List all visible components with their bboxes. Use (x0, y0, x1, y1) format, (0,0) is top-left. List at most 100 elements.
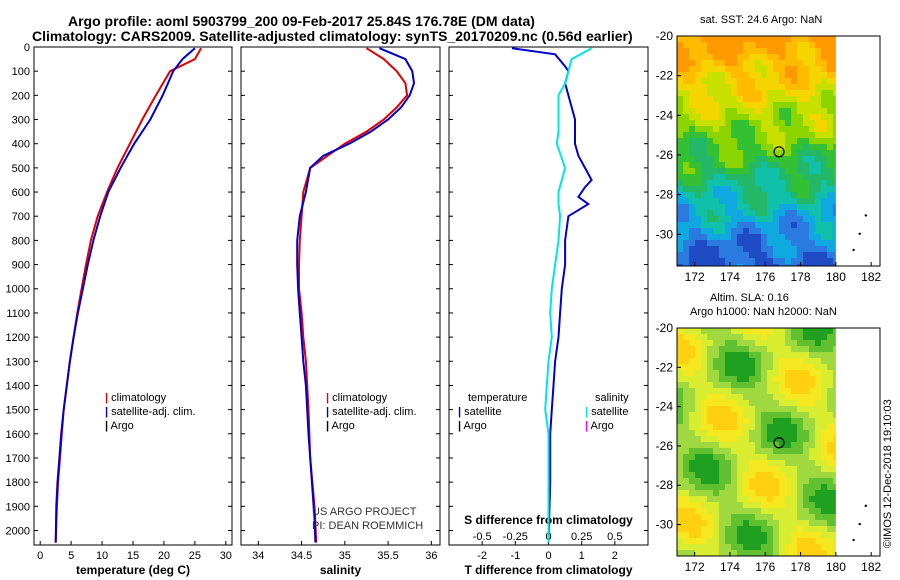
map-cell (731, 234, 737, 240)
map-cell (725, 120, 731, 126)
map-cell (821, 96, 827, 102)
map-cell (719, 424, 725, 430)
map-cell (701, 328, 707, 334)
map-cell (749, 96, 755, 102)
map-cell (803, 550, 809, 556)
map-cell (803, 84, 809, 90)
map-cell (737, 340, 743, 346)
map-cell (737, 114, 743, 120)
map-cell (707, 496, 713, 502)
map-cell (725, 192, 731, 198)
map-cell (755, 454, 761, 460)
map-cell (677, 48, 683, 54)
map-cell (713, 258, 719, 264)
map-cell (833, 114, 836, 120)
map-cell (743, 150, 749, 156)
map-cell (773, 502, 779, 508)
map-cell (749, 126, 755, 132)
map-cell (725, 448, 731, 454)
map-cell (701, 228, 707, 234)
map-y-tick-label: -26 (656, 439, 674, 453)
map-cell (689, 460, 695, 466)
x-tick-label: 36 (425, 550, 437, 562)
map-cell (677, 370, 683, 376)
map-cell (707, 228, 713, 234)
map-cell (683, 400, 689, 406)
map-cell (743, 484, 749, 490)
map-cell (767, 96, 773, 102)
map-cell (815, 436, 821, 442)
map-cell (707, 54, 713, 60)
map-cell (725, 508, 731, 514)
map-cell (719, 418, 725, 424)
map-cell (797, 120, 803, 126)
map-x-tick-label: 182 (861, 270, 881, 284)
map-cell (815, 328, 821, 334)
map-cell (779, 532, 785, 538)
map-cell (695, 156, 701, 162)
map-cell (737, 54, 743, 60)
map-cell (761, 496, 767, 502)
map-cell (767, 78, 773, 84)
map-cell (743, 156, 749, 162)
map-cell (737, 138, 743, 144)
map-cell (731, 448, 737, 454)
map-cell (767, 42, 773, 48)
map-cell (755, 340, 761, 346)
map-cell (773, 340, 779, 346)
map-cell (731, 48, 737, 54)
map-cell (755, 448, 761, 454)
map-cell (713, 514, 719, 520)
map-cell (749, 346, 755, 352)
map-cell (701, 72, 707, 78)
sst-map-title: sat. SST: 24.6 Argo: NaN (700, 14, 823, 26)
map-cell (767, 54, 773, 60)
map-cell (833, 186, 836, 192)
map-cell (689, 502, 695, 508)
map-cell (785, 538, 791, 544)
map-cell (815, 358, 821, 364)
map-cell (821, 412, 827, 418)
map-cell (725, 204, 731, 210)
map-cell (731, 340, 737, 346)
map-cell (701, 526, 707, 532)
map-cell (755, 258, 761, 264)
map-cell (767, 436, 773, 442)
map-cell (695, 532, 701, 538)
map-cell (683, 216, 689, 222)
project-note: US ARGO PROJECT PI: DEAN ROEMMICH (312, 505, 423, 533)
map-cell (767, 406, 773, 412)
map-cell (761, 240, 767, 246)
map-cell (773, 454, 779, 460)
map-cell (725, 478, 731, 484)
map-cell (779, 198, 785, 204)
map-cell (755, 370, 761, 376)
map-cell (713, 412, 719, 418)
map-cell (779, 84, 785, 90)
map-cell (725, 180, 731, 186)
map-cell (797, 186, 803, 192)
map-cell (713, 228, 719, 234)
map-cell (719, 246, 725, 252)
map-cell (779, 168, 785, 174)
map-cell (761, 84, 767, 90)
map-cell (713, 174, 719, 180)
map-cell (683, 114, 689, 120)
map-cell (737, 478, 743, 484)
map-cell (683, 90, 689, 96)
map-cell (707, 252, 713, 258)
map-cell (707, 186, 713, 192)
map-cell (791, 466, 797, 472)
map-cell (809, 334, 815, 340)
map-cell (833, 234, 836, 240)
map-cell (725, 156, 731, 162)
map-cell (725, 42, 731, 48)
map-cell (791, 96, 797, 102)
map-cell (713, 418, 719, 424)
map-cell (725, 514, 731, 520)
map-cell (749, 42, 755, 48)
map-cell (707, 216, 713, 222)
map-cell (731, 192, 737, 198)
map-cell (725, 186, 731, 192)
map-cell (791, 210, 797, 216)
